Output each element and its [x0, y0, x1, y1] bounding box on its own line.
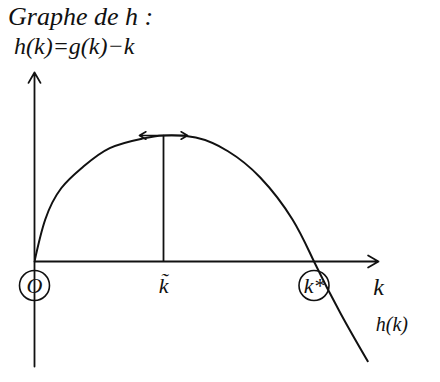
svg-text:k*: k*	[304, 273, 325, 298]
svg-text:k̃: k̃	[159, 273, 170, 298]
svg-text:h(k): h(k)	[376, 313, 409, 336]
html-text:h(k)=g(k)−k: h(k)=g(k)−k	[14, 33, 135, 59]
html-text:Graphe de h :: Graphe de h :	[8, 2, 154, 31]
svg-text:k: k	[373, 274, 384, 300]
svg-text:O: O	[27, 273, 43, 298]
